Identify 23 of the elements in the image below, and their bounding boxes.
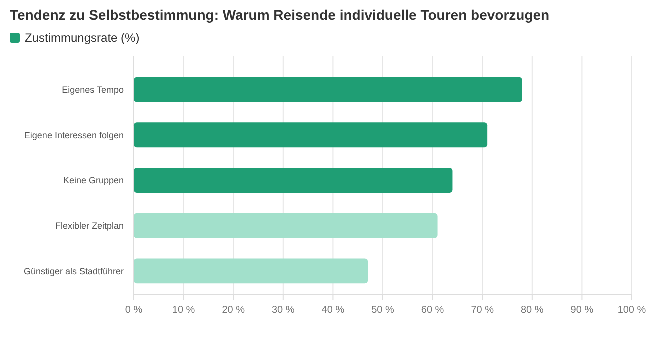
bar (134, 122, 488, 148)
y-tick-label: Eigenes Tempo (62, 84, 124, 95)
y-tick-label: Eigene Interessen folgen (24, 130, 124, 140)
y-tick-label: Flexibler Zeitplan (55, 220, 124, 231)
y-tick-label: Keine Gruppen (63, 176, 124, 186)
legend-label: Zustimmungsrate (%) (25, 31, 140, 45)
bar (134, 77, 522, 102)
x-tick-label: 50 % (372, 305, 395, 316)
x-tick-label: 20 % (222, 305, 246, 316)
y-tick-label: Günstiger als Stadtführer (24, 266, 124, 276)
x-tick-label: 60 % (421, 305, 444, 316)
x-tick-label: 70 % (471, 305, 494, 316)
x-tick-label: 90 % (570, 305, 594, 316)
x-tick-label: 30 % (272, 305, 295, 316)
x-tick-label: 100 % (618, 305, 646, 316)
x-tick-label: 10 % (172, 305, 196, 316)
x-tick-label: 80 % (521, 305, 544, 316)
bar (134, 213, 438, 238)
bar (134, 168, 453, 193)
x-tick-label: 40 % (322, 305, 345, 316)
x-tick-label: 0 % (125, 305, 143, 316)
chart-title: Tendenz zu Selbstbestimmung: Warum Reisende individuelle Touren bevorzugen (10, 7, 550, 23)
bar (134, 258, 368, 284)
